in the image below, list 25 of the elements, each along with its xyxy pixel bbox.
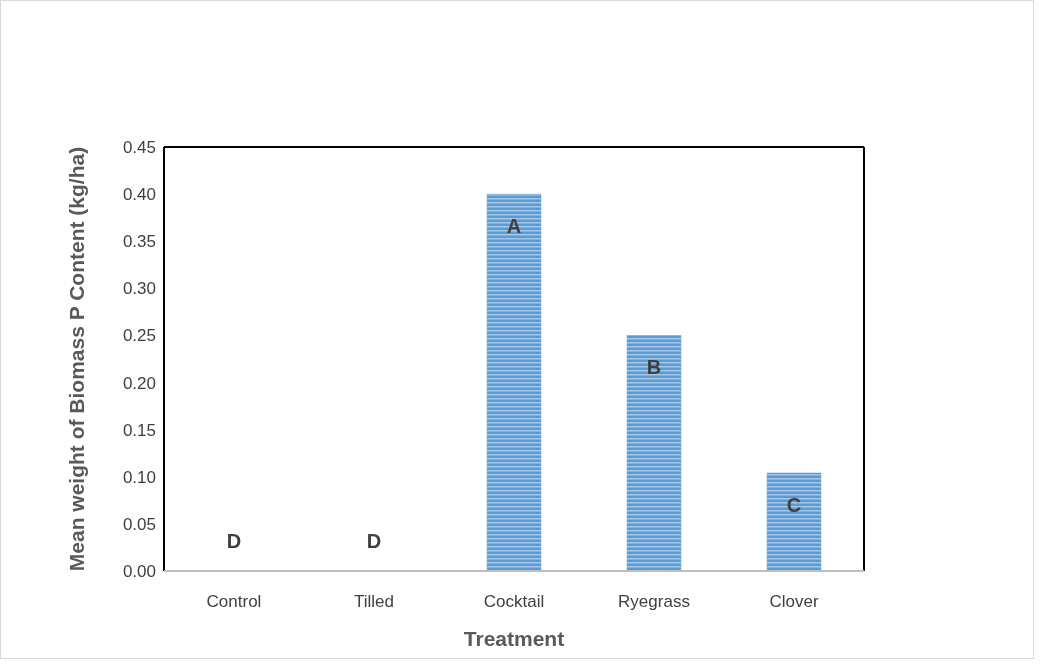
- y-tick-label: 0.30: [122, 279, 156, 299]
- y-tick-label: 0.10: [122, 467, 156, 487]
- annotation: C: [786, 494, 802, 517]
- y-tick-label: 0.40: [122, 185, 156, 205]
- x-tick-label: Control: [206, 592, 262, 611]
- y-tick-label: 0.00: [122, 561, 156, 581]
- y-tick-label: 0.15: [122, 420, 156, 440]
- x-tick-label: Ryegrass: [618, 592, 690, 611]
- x-tick-label: Tilled: [354, 592, 394, 611]
- x-tick-label: Clover: [769, 592, 819, 611]
- annotation: A: [506, 215, 522, 238]
- x-axis-title: Treatment: [463, 627, 565, 650]
- annotation: D: [226, 530, 242, 552]
- y-axis-title: Mean weight of Biomass P Content (kg/ha): [65, 146, 88, 572]
- bar: [486, 193, 542, 572]
- annotation: B: [646, 356, 662, 379]
- bar: [766, 472, 822, 572]
- x-tick-label: Cocktail: [483, 592, 545, 611]
- y-tick-label: 0.45: [122, 137, 156, 157]
- y-tick-label: 0.05: [122, 514, 156, 534]
- y-tick-label: 0.25: [122, 326, 156, 346]
- annotation: D: [366, 530, 382, 552]
- y-tick-label: 0.35: [122, 232, 156, 252]
- bar: [626, 335, 682, 572]
- y-tick-label: 0.20: [122, 373, 156, 393]
